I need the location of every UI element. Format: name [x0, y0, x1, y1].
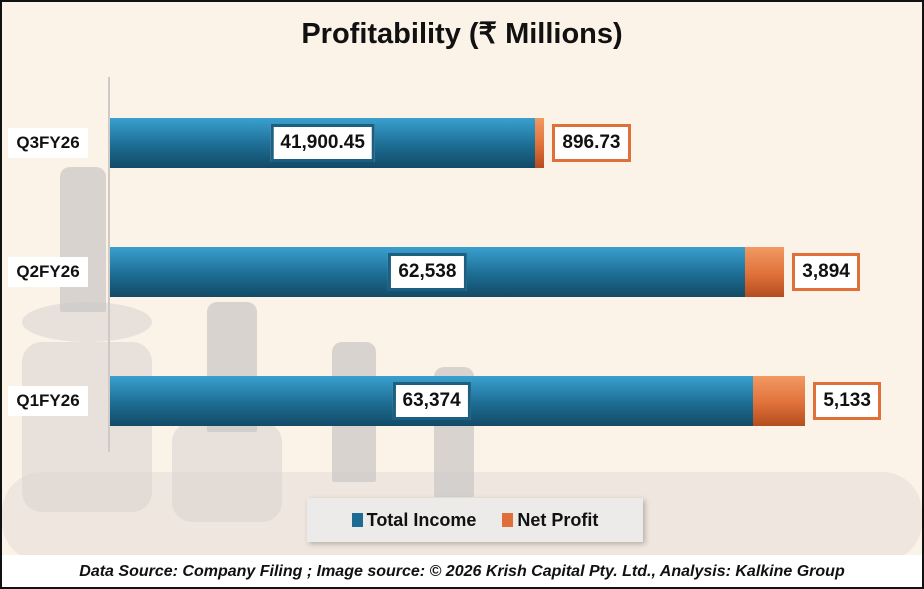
data-label-total-income: 62,538	[388, 253, 467, 291]
data-label-net-profit: 896.73	[552, 124, 631, 162]
data-label-net-profit: 5,133	[813, 382, 881, 420]
legend-swatch	[502, 512, 514, 527]
data-label-net-profit: 3,894	[792, 253, 860, 291]
legend-swatch	[351, 512, 363, 527]
category-label: Q3FY26	[8, 128, 88, 158]
legend: Total Income Net Profit	[307, 498, 643, 542]
legend-label: Total Income	[366, 509, 477, 530]
data-label-total-income: 41,900.45	[270, 124, 375, 162]
coin-stack-decoration	[172, 422, 282, 522]
y-axis-line	[108, 77, 110, 452]
businessman-figure	[60, 167, 106, 312]
chart-title: Profitability (₹ Millions)	[301, 18, 623, 50]
coin-stack-decoration	[22, 342, 152, 512]
data-label-total-income: 63,374	[392, 382, 471, 420]
footer-source: Data Source: Company Filing ; Image sour…	[2, 555, 922, 587]
category-label: Q2FY26	[8, 257, 88, 287]
bar-net-profit	[753, 376, 806, 426]
legend-item-total-income: Total Income	[351, 509, 477, 531]
category-label: Q1FY26	[8, 386, 88, 416]
legend-item-net-profit: Net Profit	[502, 510, 598, 531]
bar-net-profit	[535, 118, 545, 168]
bar-net-profit	[744, 247, 785, 297]
legend-label: Net Profit	[517, 509, 599, 530]
